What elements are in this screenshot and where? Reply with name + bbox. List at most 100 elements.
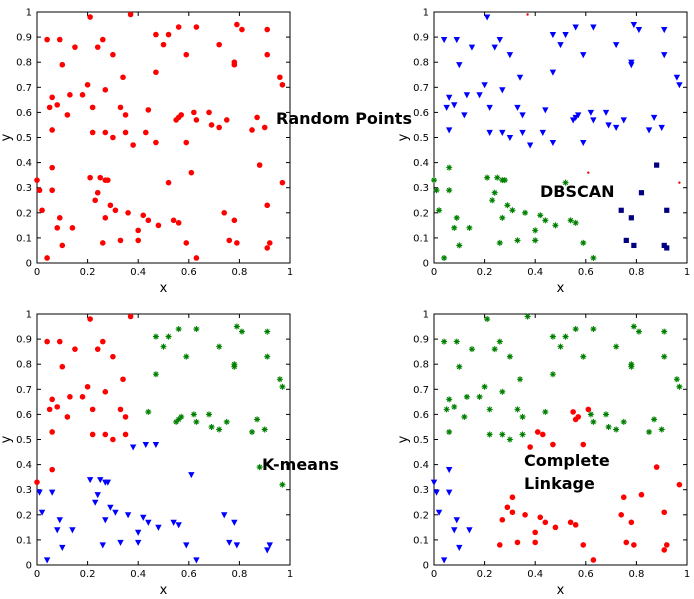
point-marker [451,102,458,109]
point-marker [59,61,66,68]
y-axis-label: y [396,133,411,141]
point-marker [517,376,524,383]
y-tick-label: 0.3 [413,183,429,194]
y-tick-label: 0.4 [16,158,32,169]
point-marker [221,512,228,519]
point-marker [44,36,50,43]
point-marker [620,117,627,124]
point-marker [433,187,440,194]
point-marker [193,326,200,333]
point-marker [165,31,172,38]
point-marker [456,544,463,551]
point-marker [183,139,190,146]
point-marker [630,323,637,330]
point-marker [102,87,109,93]
point-marker [587,411,594,418]
point-marker [69,527,76,534]
point-marker [526,13,529,16]
x-tick-label: 0.4 [527,569,543,580]
point-marker [142,129,149,136]
point-marker [441,338,448,345]
point-marker [453,37,460,44]
point-marker [519,413,526,420]
y-tick-label: 0.7 [413,83,429,94]
y-tick-label: 0.4 [413,460,429,471]
point-marker [49,466,55,473]
point-marker [234,21,240,28]
point-marker [509,207,516,214]
point-marker [233,323,240,330]
point-marker [110,436,116,443]
point-marker [107,504,114,511]
point-marker [87,174,93,181]
point-marker [542,408,549,415]
y-tick-label: 0.1 [16,535,32,546]
point-marker [605,423,612,430]
point-marker [466,527,473,534]
point-marker [122,414,129,420]
point-marker [183,353,190,360]
point-marker [562,179,569,186]
point-marker [481,383,488,390]
point-marker [673,74,681,81]
point-marker [522,209,529,216]
point-marker [72,346,78,352]
point-marker [216,343,223,350]
point-marker [484,316,491,323]
point-marker [519,431,526,438]
point-marker [453,517,460,524]
point-marker [254,114,260,121]
point-marker [59,544,66,551]
chart-panel: 0 0.2 0.4 0.6 0.8 1 0 0.1 0.2 0.3 0.4 0.5 0.6 0.7 0.8 0… [0,8,412,297]
point-marker [117,539,124,546]
point-marker [664,207,670,213]
point-marker [130,142,136,148]
point-marker [537,514,544,521]
point-marker [519,112,526,119]
point-marker [135,237,141,244]
x-tick-label: 0.4 [527,267,543,278]
point-marker [585,406,592,413]
point-marker [587,109,595,116]
point-marker [532,529,538,536]
point-marker [440,557,448,564]
point-marker [97,477,104,484]
x-tick-label: 0.8 [231,569,247,580]
point-marker [59,363,66,370]
point-marker [590,117,597,124]
point-marker [39,207,45,214]
point-marker [496,542,503,548]
point-marker [94,189,101,196]
point-marker [94,346,101,352]
point-marker [504,202,511,209]
point-marker [476,92,483,99]
chart-title: K-means [262,455,339,474]
point-marker [567,519,574,526]
y-tick-label: 0.1 [413,233,429,244]
point-marker [658,124,665,131]
point-marker [231,61,238,68]
point-marker [264,26,271,33]
point-marker [527,444,533,450]
point-marker [534,429,541,435]
point-marker [499,87,506,94]
point-marker [127,313,134,320]
point-marker [279,81,286,88]
point-marker [208,423,215,430]
point-marker [661,509,668,516]
point-marker [481,82,488,89]
point-marker [249,127,255,133]
point-marker [456,62,463,69]
point-marker [651,416,658,423]
point-marker [279,383,286,390]
point-marker [539,129,546,136]
point-marker [661,353,668,360]
point-marker [56,36,63,43]
point-marker [631,242,637,249]
point-marker [580,441,587,448]
point-marker [56,517,63,524]
point-marker [489,197,496,204]
point-marker [69,225,76,231]
point-marker [496,239,503,246]
